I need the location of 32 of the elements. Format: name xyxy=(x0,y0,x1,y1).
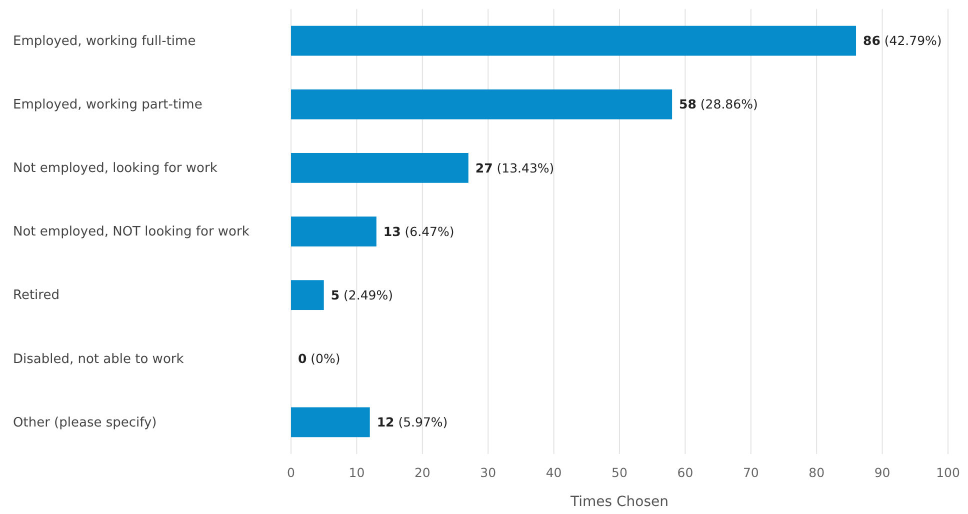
data-label: 86 (42.79%) xyxy=(863,33,942,48)
y-tick-label: Employed, working part-time xyxy=(13,98,202,113)
y-tick-label: Not employed, NOT looking for work xyxy=(13,224,250,240)
data-label: 5 (2.49%) xyxy=(330,287,393,302)
bar xyxy=(291,26,856,56)
bar xyxy=(291,89,672,120)
data-label: 12 (5.97%) xyxy=(376,414,448,430)
x-tick-label: 20 xyxy=(414,464,430,480)
y-tick-label: Retired xyxy=(13,288,60,304)
data-label: 0 (0%) xyxy=(298,351,340,366)
bar xyxy=(291,152,468,183)
x-tick-label: 0 xyxy=(287,464,296,480)
x-tick-label: 70 xyxy=(742,464,759,480)
bar xyxy=(291,407,370,438)
x-tick-label: 100 xyxy=(936,464,960,480)
y-tick-label: Disabled, not able to work xyxy=(13,352,184,367)
bar xyxy=(291,280,324,310)
x-tick-label: 10 xyxy=(348,464,365,480)
x-tick-label: 60 xyxy=(677,464,694,480)
bar xyxy=(291,216,376,246)
y-tick-label: Employed, working full-time xyxy=(13,34,196,49)
data-label: 27 (13.43%) xyxy=(475,160,554,176)
x-tick-label: 50 xyxy=(612,464,628,480)
x-tick-label: 90 xyxy=(874,464,890,480)
x-tick-label: 40 xyxy=(546,464,562,480)
x-tick-label: 80 xyxy=(808,464,825,480)
y-tick-label: Other (please specify) xyxy=(13,415,157,430)
data-label: 13 (6.47%) xyxy=(383,224,454,239)
y-tick-label: Not employed, looking for work xyxy=(13,161,218,176)
x-tick-label: 30 xyxy=(480,464,496,480)
x-axis-title: Times Chosen xyxy=(570,494,668,510)
data-label: 58 (28.86%) xyxy=(679,96,758,112)
